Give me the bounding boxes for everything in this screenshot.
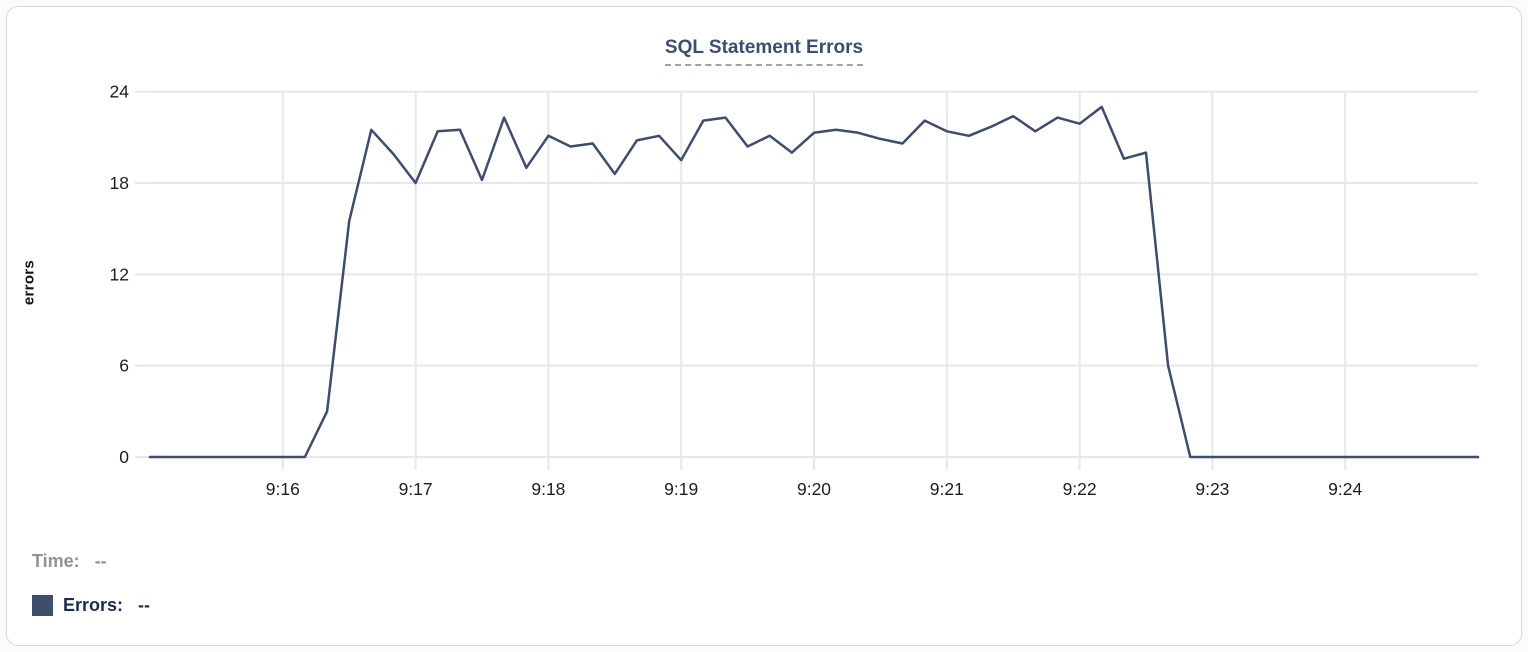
legend-time-value: -- — [94, 551, 107, 571]
svg-text:18: 18 — [110, 173, 129, 193]
svg-text:9:17: 9:17 — [399, 479, 433, 499]
svg-text:9:16: 9:16 — [266, 479, 300, 499]
svg-text:24: 24 — [110, 82, 130, 102]
svg-text:6: 6 — [119, 356, 129, 376]
svg-text:9:20: 9:20 — [797, 479, 831, 499]
svg-text:12: 12 — [110, 264, 129, 284]
svg-text:9:18: 9:18 — [531, 479, 565, 499]
svg-text:9:21: 9:21 — [930, 479, 964, 499]
svg-text:0: 0 — [119, 447, 129, 467]
line-chart-plot[interactable]: 0 6 12 18 24 9:16 9:17 9:18 9:19 9:20 9:21 9:22 9:23… — [7, 7, 1528, 519]
chart-card: SQL Statement Errors errors 0 6 12 18 24 9:16… — [6, 6, 1522, 646]
legend-time-row: Time: -- — [32, 551, 107, 572]
svg-text:9:24: 9:24 — [1328, 479, 1362, 499]
errors-series-swatch — [32, 595, 53, 616]
svg-text:9:22: 9:22 — [1063, 479, 1097, 499]
legend-errors-row[interactable]: Errors: -- — [32, 595, 150, 616]
legend-errors-value: -- — [138, 595, 151, 615]
svg-text:9:19: 9:19 — [664, 479, 698, 499]
svg-text:9:23: 9:23 — [1195, 479, 1229, 499]
legend-time-label: Time: — [32, 551, 80, 571]
chart-title[interactable]: SQL Statement Errors — [664, 37, 864, 66]
legend-errors-label: Errors: — [63, 595, 124, 615]
